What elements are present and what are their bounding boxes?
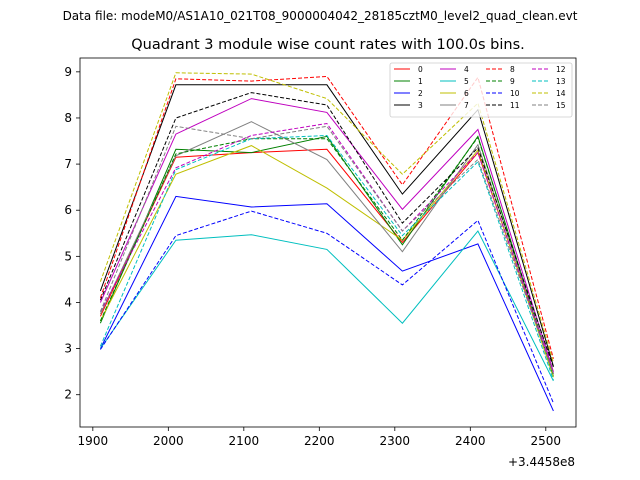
y-tick-label: 6: [64, 203, 72, 217]
series-line-15: [99, 125, 554, 375]
legend-label-3: 3: [418, 101, 423, 110]
legend-label-14: 14: [556, 89, 566, 98]
series-line-7: [99, 121, 554, 375]
series-line-13: [99, 134, 554, 381]
legend-label-9: 9: [510, 77, 515, 86]
x-tick-label: 2400: [455, 434, 486, 448]
series-line-8: [99, 75, 554, 359]
y-tick-label: 8: [64, 111, 72, 125]
chart-title: Quadrant 3 module wise count rates with …: [131, 37, 525, 53]
legend-label-13: 13: [556, 77, 566, 86]
series-line-11: [99, 92, 554, 368]
legend-label-11: 11: [510, 101, 520, 110]
series-layer: [99, 72, 554, 412]
y-tick-label: 3: [64, 342, 72, 356]
legend-label-5: 5: [464, 77, 469, 86]
y-tick-label: 7: [64, 157, 72, 171]
x-tick-label: 2500: [531, 434, 562, 448]
series-line-10: [99, 210, 554, 404]
y-tick-label: 5: [64, 249, 72, 263]
series-line-2: [99, 195, 554, 412]
x-tick-label: 1900: [78, 434, 109, 448]
y-tick-label: 4: [64, 295, 72, 309]
chart-suptitle: Data file: modeM0/AS1A10_021T08_90000040…: [63, 9, 578, 23]
legend-label-2: 2: [418, 89, 423, 98]
series-line-4: [99, 98, 554, 372]
x-tick-label: 2100: [229, 434, 260, 448]
x-tick-label: 2000: [153, 434, 184, 448]
x-tick-label: 2300: [380, 434, 411, 448]
legend-label-8: 8: [510, 65, 515, 74]
series-line-12: [99, 122, 554, 373]
legend-label-6: 6: [464, 89, 469, 98]
plot-area-frame: [79, 57, 577, 428]
y-tick-label: 9: [64, 65, 72, 79]
series-line-5: [99, 230, 554, 382]
legend-label-10: 10: [510, 89, 520, 98]
series-line-14: [99, 72, 554, 363]
y-tick-label: 2: [64, 388, 72, 402]
legend-label-12: 12: [556, 65, 566, 74]
legend-box: [389, 62, 573, 118]
x-tick-label: 2200: [304, 434, 335, 448]
series-line-3: [99, 84, 554, 367]
series-line-9: [99, 136, 554, 376]
series-line-1: [99, 135, 554, 377]
legend-label-7: 7: [464, 101, 469, 110]
legend-label-15: 15: [556, 101, 566, 110]
legend-label-4: 4: [464, 65, 469, 74]
legend-label-0: 0: [418, 65, 423, 74]
legend-label-1: 1: [418, 77, 423, 86]
series-line-6: [99, 145, 554, 378]
x-offset-label: +3.4458e8: [508, 455, 575, 469]
